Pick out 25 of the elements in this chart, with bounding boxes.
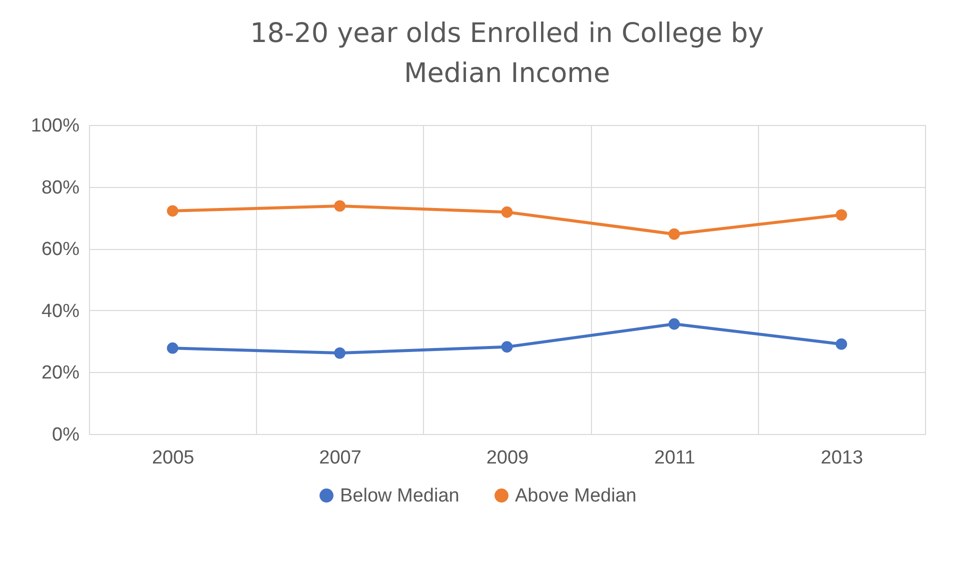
point <box>668 318 680 330</box>
legend-label: Above Median <box>515 486 636 507</box>
y-tick-label: 0% <box>52 424 80 446</box>
y-tick-label: 80% <box>41 177 80 198</box>
text: 18-20 year olds Enrolled in College by <box>250 18 764 49</box>
point <box>501 206 513 218</box>
x-tick-label: 2005 <box>152 448 194 468</box>
y-tick-label: 40% <box>41 300 80 322</box>
point <box>836 338 848 350</box>
point <box>668 228 680 240</box>
y-tick-label: 20% <box>41 362 80 384</box>
point <box>334 347 346 359</box>
x-tick-label: 2009 <box>486 448 529 468</box>
text: Median Income <box>404 58 610 89</box>
x-tick-label: 2007 <box>319 448 362 468</box>
y-tick-label: 60% <box>41 239 80 260</box>
x-tick-label: 2011 <box>654 448 696 468</box>
point <box>836 209 848 221</box>
point <box>334 200 346 212</box>
point <box>166 205 178 217</box>
point <box>501 341 513 353</box>
point <box>166 342 178 354</box>
legend-label: Below Median <box>340 486 460 507</box>
x-tick-label: 2013 <box>820 448 864 468</box>
y-tick-label: 100% <box>30 116 80 136</box>
